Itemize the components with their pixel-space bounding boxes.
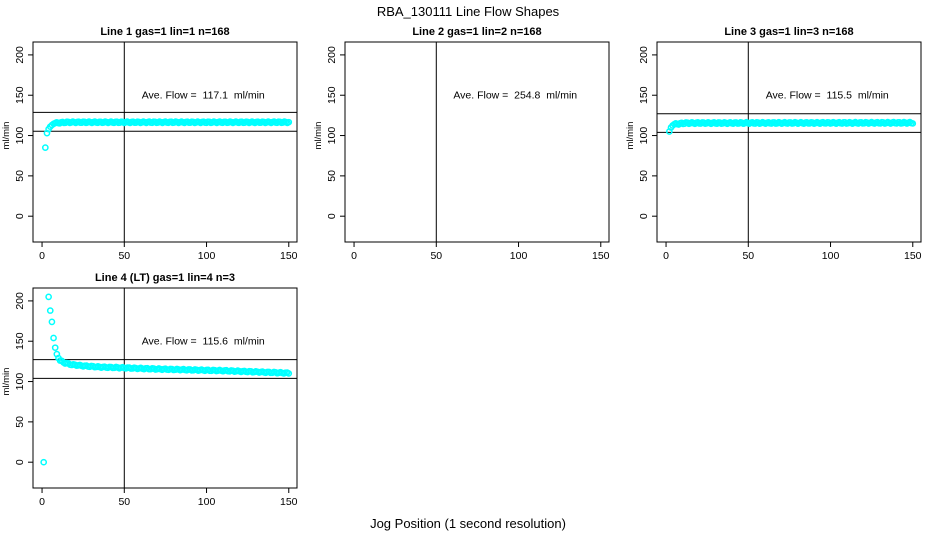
plot-box: [32, 287, 298, 489]
x-tick-label: 100: [822, 250, 840, 262]
y-tick-label: 200: [14, 46, 26, 64]
x-tick-label: 50: [742, 250, 754, 262]
line4-flow-chart: 0 50 100 150 0 50 100 150 200 ml/min Line 4 (LT) g…: [1, 272, 298, 508]
y-tick-label: 0: [326, 213, 338, 219]
plot-box: [344, 41, 610, 243]
y-tick-label: 0: [14, 213, 26, 219]
avg-flow-annotation: Ave. Flow = 115.6 ml/min: [142, 336, 265, 348]
y-tick-label: 150: [326, 86, 338, 104]
panel-title: Line 1 gas=1 lin=1 n=168: [100, 26, 229, 38]
x-tick-label: 50: [118, 250, 130, 262]
avg-flow-annotation: Ave. Flow = 254.8 ml/min: [453, 90, 577, 102]
y-tick-label: 150: [638, 86, 650, 104]
panel-title: Line 2 gas=1 lin=2 n=168: [412, 26, 541, 38]
line2-flow-chart: 0 50 100 150 0 50 100 150 200 ml/min Line 2 gas=1 …: [313, 26, 610, 262]
data-points: [40, 293, 293, 466]
y-axis-title: ml/min: [313, 122, 324, 150]
x-tick-label: 0: [39, 250, 45, 262]
avg-flow-annotation: Ave. Flow = 115.5 ml/min: [766, 90, 889, 102]
y-axis-title: ml/min: [1, 122, 12, 150]
y-tick-label: 50: [14, 416, 26, 428]
avg-flow-annotation: Ave. Flow = 117.1 ml/min: [142, 90, 265, 102]
x-tick-label: 0: [351, 250, 357, 262]
x-tick-label: 0: [663, 250, 669, 262]
y-tick-label: 100: [638, 127, 650, 145]
x-tick-label: 100: [510, 250, 528, 262]
data-point: [285, 118, 293, 126]
data-points: [665, 118, 917, 135]
y-tick-label: 100: [326, 127, 338, 145]
x-tick-label: 50: [118, 496, 130, 508]
y-tick-label: 50: [326, 170, 338, 182]
y-tick-label: 100: [14, 373, 26, 391]
data-point: [46, 307, 54, 314]
x-tick-label: 150: [280, 250, 298, 262]
data-point: [285, 370, 293, 377]
x-tick-label: 100: [198, 496, 216, 508]
x-tick-label: 150: [904, 250, 922, 262]
x-tick-label: 150: [280, 496, 298, 508]
plot-box: [656, 41, 922, 243]
y-axis-title: ml/min: [1, 368, 12, 396]
y-tick-label: 150: [14, 86, 26, 104]
line1-flow-chart: 0 50 100 150 0 50 100 150 200 ml/min Line 1 gas=1 …: [1, 26, 298, 262]
x-tick-label: 0: [39, 496, 45, 508]
data-point: [48, 318, 56, 326]
plot-box: [32, 41, 298, 243]
x-tick-label: 100: [198, 250, 216, 262]
y-tick-label: 200: [14, 292, 26, 310]
x-tick-label: 50: [430, 250, 442, 262]
data-point: [41, 144, 49, 151]
y-tick-label: 200: [638, 46, 650, 64]
data-point: [909, 120, 917, 127]
x-axis-label: Jog Position (1 second resolution): [370, 516, 566, 531]
data-point: [45, 293, 52, 301]
panel-title: Line 4 (LT) gas=1 lin=4 n=3: [95, 272, 235, 284]
y-tick-label: 50: [14, 170, 26, 182]
y-tick-label: 50: [638, 170, 650, 182]
y-tick-label: 150: [14, 332, 26, 350]
data-points: [41, 118, 293, 151]
y-tick-label: 0: [14, 459, 26, 465]
y-tick-label: 100: [14, 127, 26, 145]
x-tick-label: 150: [592, 250, 610, 262]
data-point: [50, 334, 57, 342]
y-tick-label: 200: [326, 46, 338, 64]
line3-flow-chart: 0 50 100 150 0 50 100 150 200 ml/min Line 3 gas=1 …: [625, 26, 922, 262]
panel-title: Line 3 gas=1 lin=3 n=168: [724, 26, 853, 38]
y-tick-label: 0: [638, 213, 650, 219]
data-point: [51, 344, 59, 352]
data-point: [40, 458, 48, 466]
figure-title: RBA_130111 Line Flow Shapes: [376, 4, 560, 19]
y-axis-title: ml/min: [625, 122, 636, 150]
